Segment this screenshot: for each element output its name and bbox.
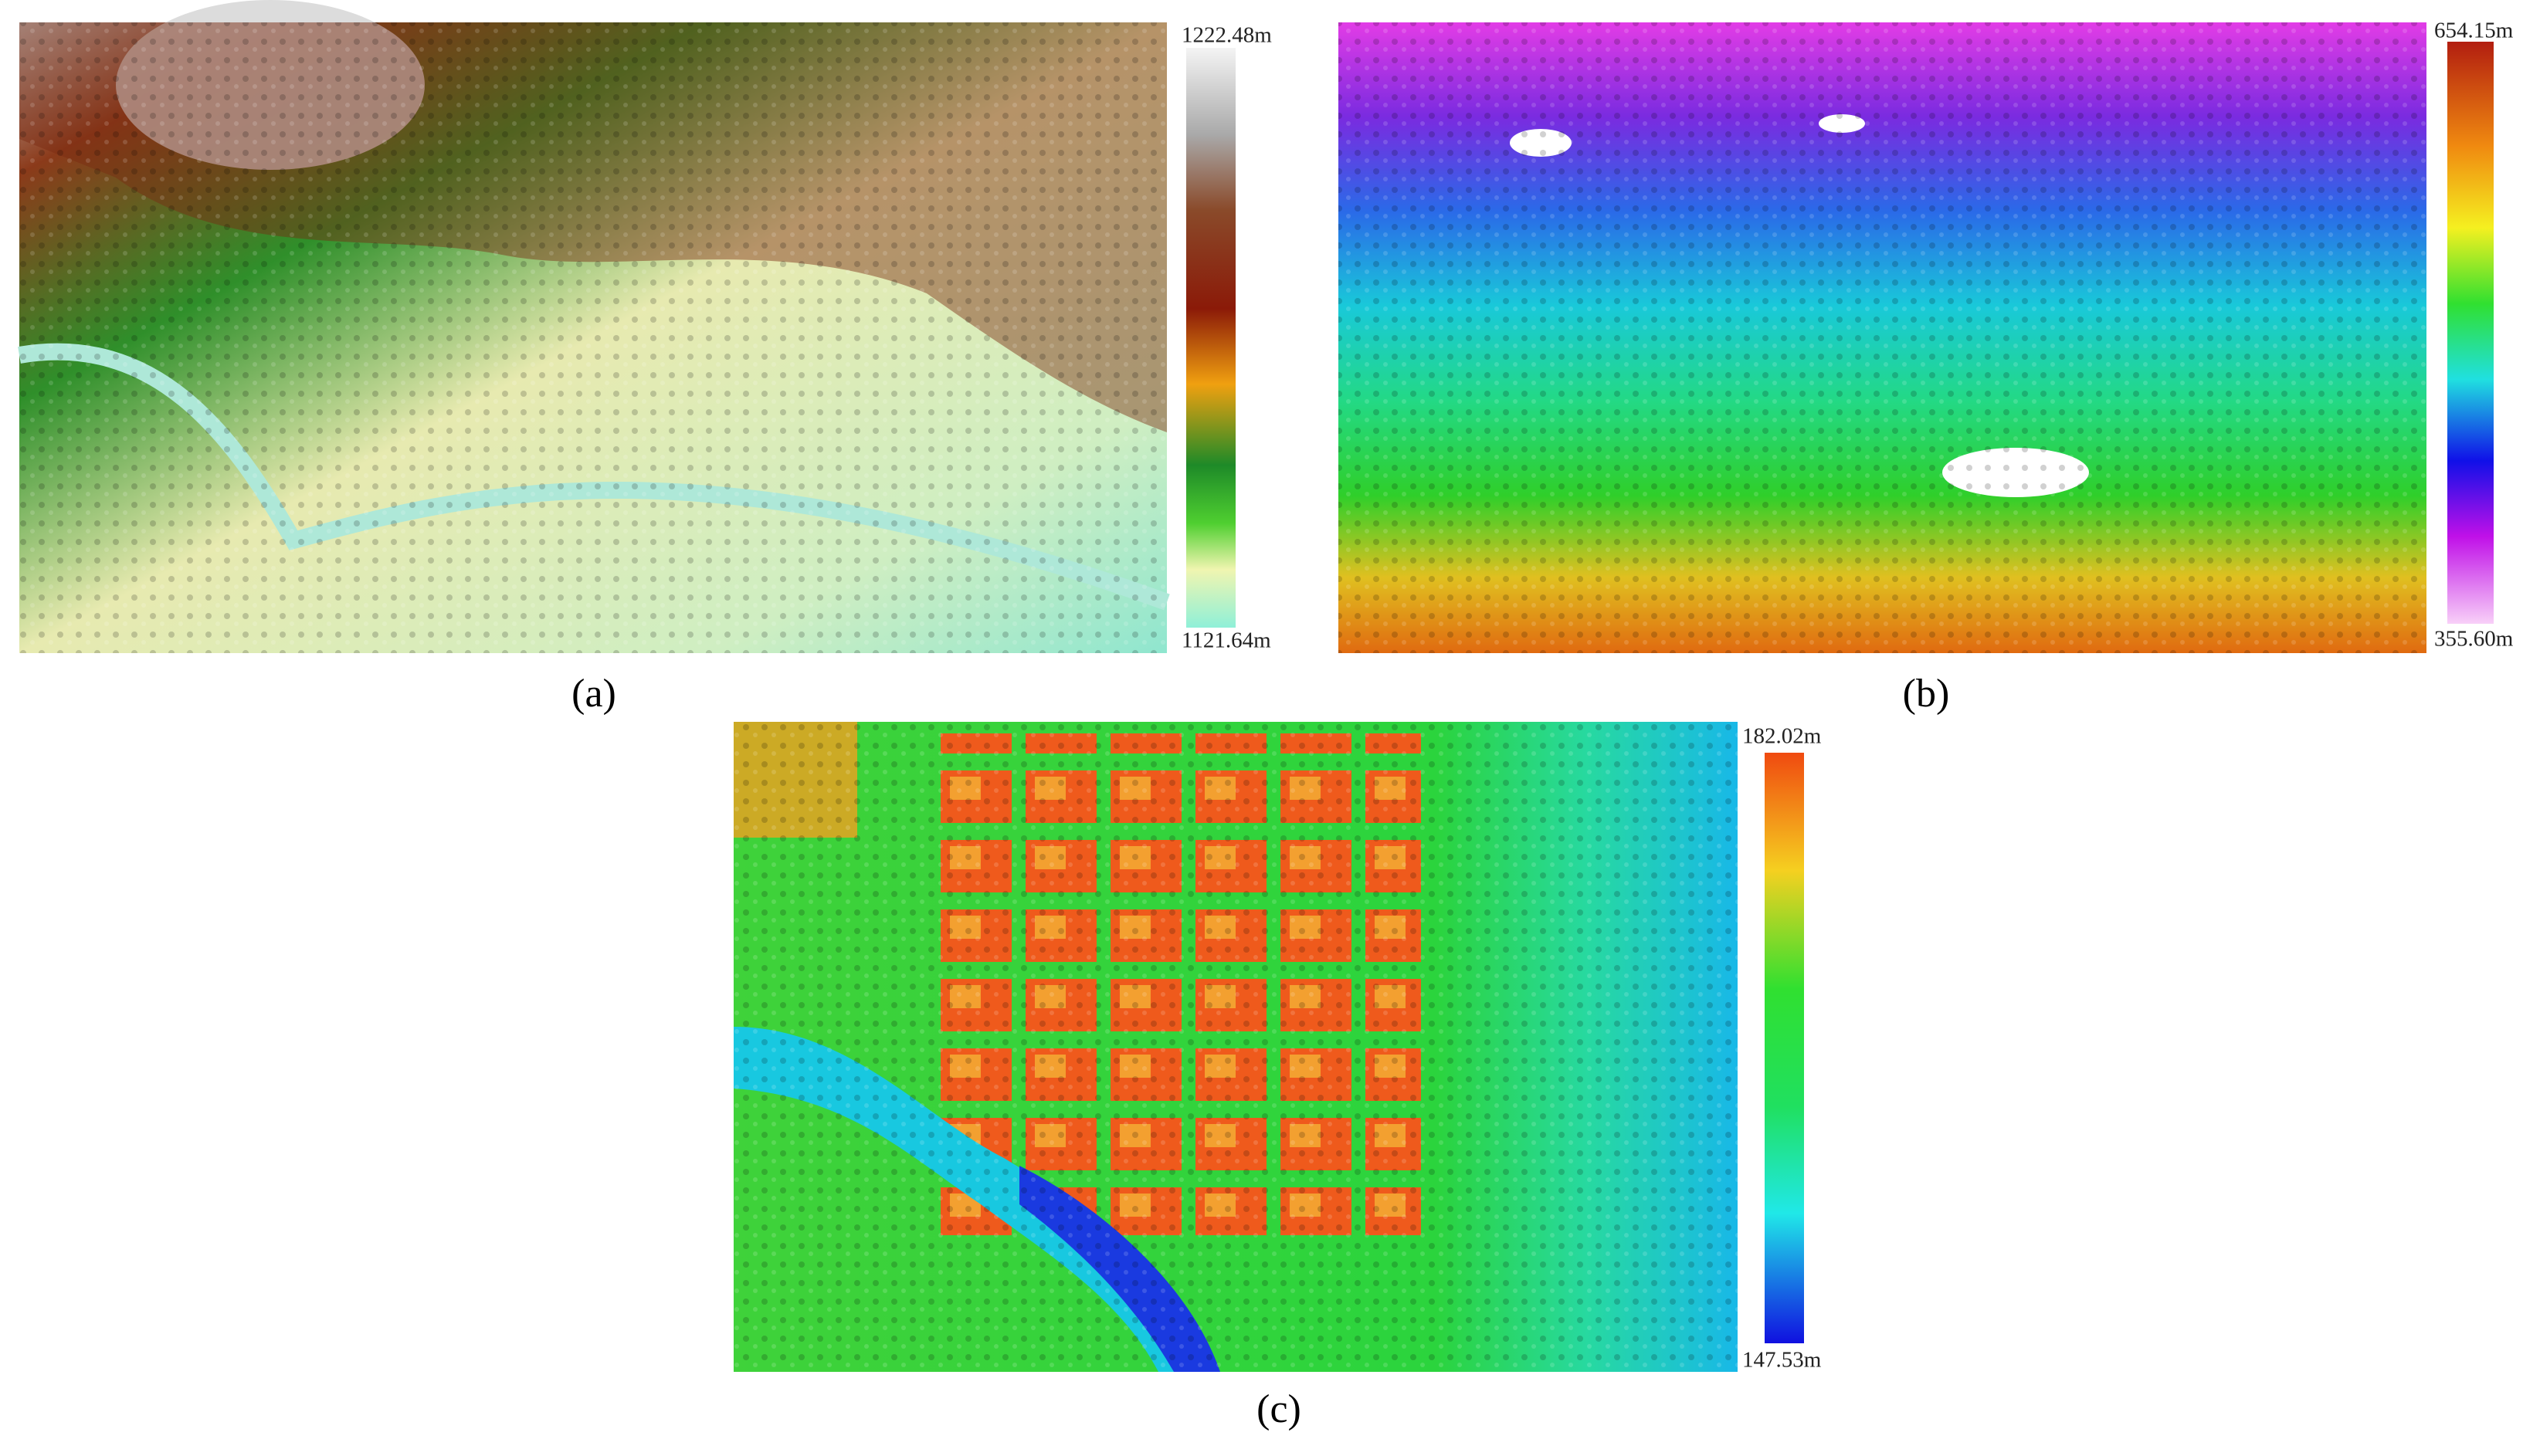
caption: (c) bbox=[1256, 1387, 1301, 1431]
panel-c: 182.02m 147.53m (c) bbox=[734, 722, 1822, 1431]
texture bbox=[19, 22, 1167, 653]
colorbar-min: 1121.64m bbox=[1182, 628, 1271, 653]
colorbar bbox=[2447, 42, 2494, 624]
colorbar-max: 182.02m bbox=[1742, 724, 1822, 749]
colorbar-max: 654.15m bbox=[2434, 19, 2514, 43]
texture bbox=[1338, 22, 2426, 653]
colorbar-min: 355.60m bbox=[2434, 627, 2514, 652]
colorbar-min: 147.53m bbox=[1742, 1348, 1822, 1373]
panel-a: 1222.48m 1121.64m (a) bbox=[18, 0, 1272, 716]
colorbar bbox=[1186, 48, 1236, 628]
caption: (b) bbox=[1903, 672, 1950, 716]
texture bbox=[734, 722, 1738, 1372]
caption: (a) bbox=[571, 672, 616, 716]
colorbar-max: 1222.48m bbox=[1182, 23, 1272, 48]
panel-b: 654.15m 355.60m (b) bbox=[1338, 19, 2514, 716]
colorbar bbox=[1765, 753, 1804, 1343]
